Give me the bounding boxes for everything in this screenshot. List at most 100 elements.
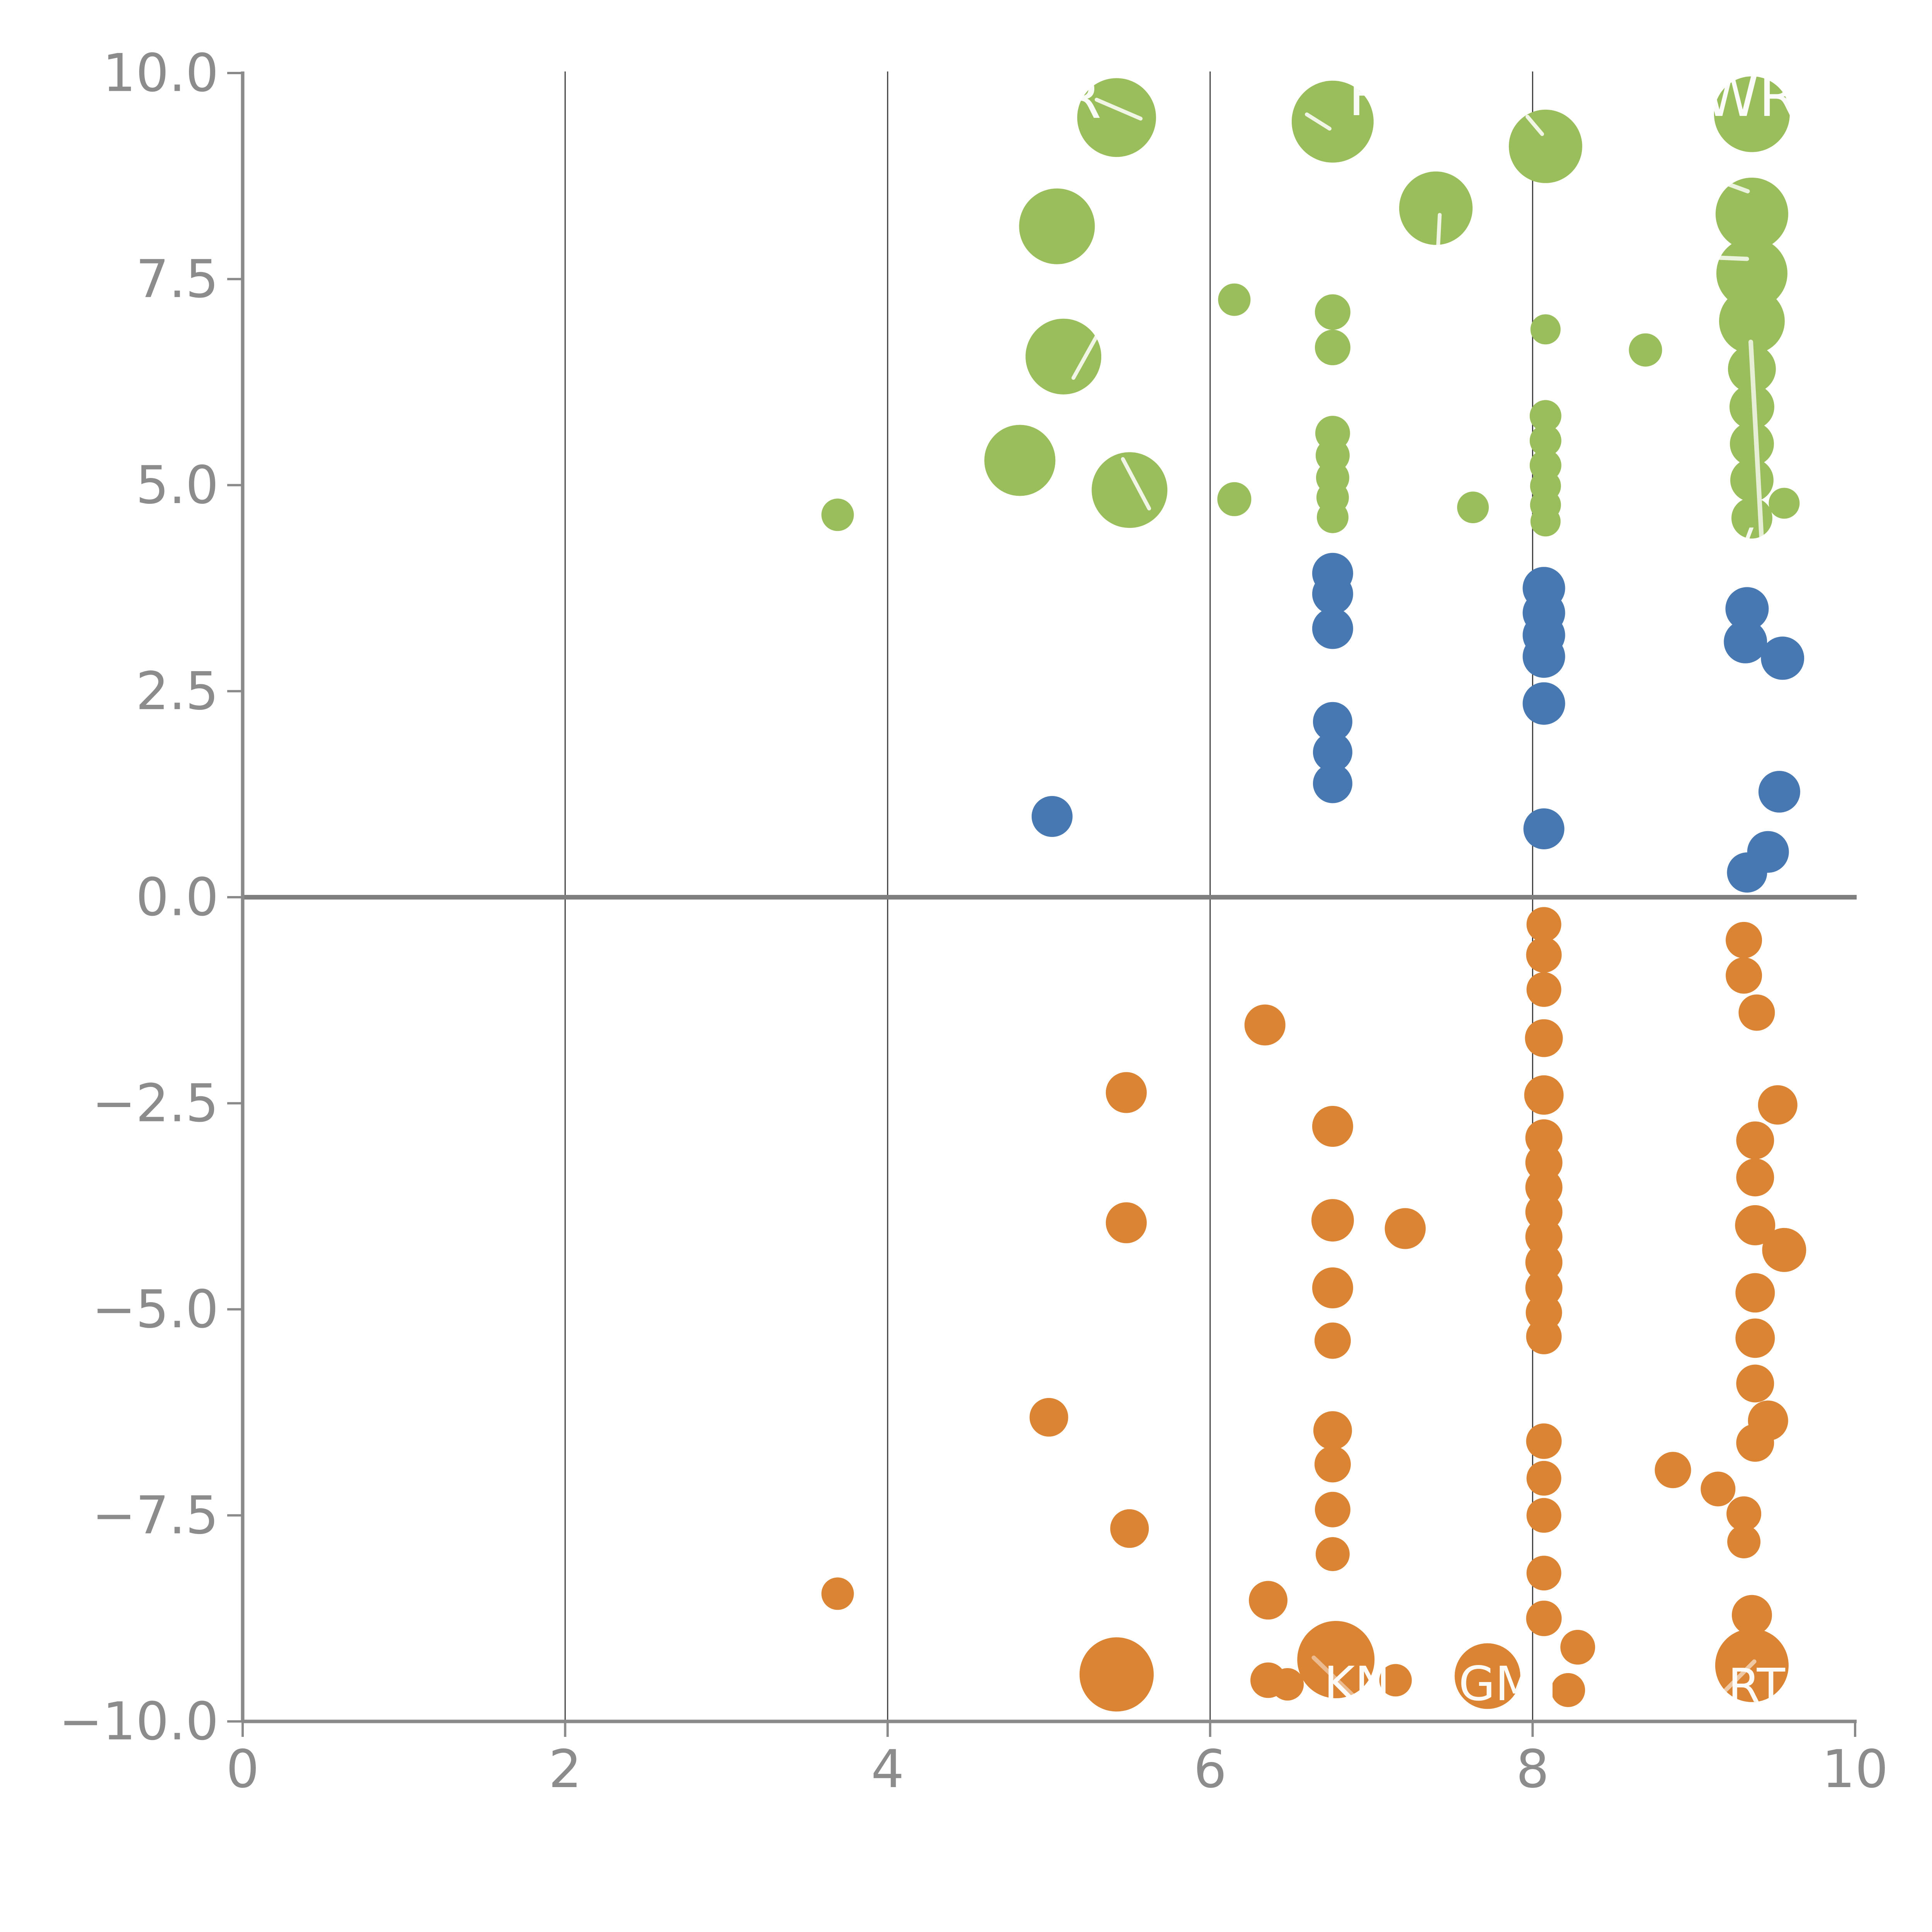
data-point-orange-negative — [1726, 922, 1762, 958]
x-tick-label: 10 — [1822, 1739, 1888, 1799]
data-point-orange-negative — [1526, 1318, 1562, 1354]
data-point-orange-negative — [1758, 1085, 1798, 1125]
data-point-orange-negative — [1105, 1202, 1147, 1243]
data-point-orange-negative — [1384, 1208, 1426, 1249]
y-tick-label: 5.0 — [136, 455, 219, 515]
y-tick-label: −2.5 — [92, 1073, 219, 1134]
data-point-orange-negative — [1526, 1461, 1561, 1496]
bubble-labels: R F WRX SV KN GMT RT — [1063, 63, 1836, 1713]
data-point-orange-negative — [1311, 1199, 1354, 1242]
data-point-orange-negative — [1735, 1205, 1776, 1245]
bubble-stroke-fragment — [1690, 254, 1749, 261]
data-point-blue-mid — [1758, 771, 1800, 813]
data-point-blue-mid — [1031, 796, 1073, 837]
data-point-blue-mid — [1727, 852, 1767, 893]
data-point-orange-negative — [1736, 1364, 1774, 1403]
y-tick-label: 0.0 — [136, 867, 219, 928]
bubble-stroke-fragment — [1305, 112, 1332, 131]
data-point-green-positive-large — [1529, 425, 1561, 457]
data-point-orange-negative — [1315, 1492, 1350, 1527]
data-point-orange-negative — [1526, 907, 1561, 942]
bubble-stroke-fragment — [1435, 213, 1442, 269]
series-orange-negative — [821, 907, 1806, 1712]
y-tick-label: −10.0 — [59, 1691, 219, 1752]
data-point-blue-mid — [1312, 573, 1353, 615]
data-point-blue-mid — [1724, 620, 1767, 663]
data-point-green-positive-large — [984, 425, 1056, 496]
bubble-stroke-fragment — [1121, 457, 1151, 510]
x-tick-label: 6 — [1194, 1739, 1227, 1799]
bubble-stroke-fragment — [1071, 329, 1102, 380]
data-point-green-positive-large — [1457, 492, 1489, 524]
data-point-green-positive-large — [1629, 333, 1662, 367]
data-point-orange-negative — [1525, 1243, 1563, 1281]
bubble-stroke-fragment — [1311, 1655, 1359, 1702]
data-point-orange-negative — [1736, 1424, 1774, 1462]
data-point-orange-negative — [1315, 1537, 1350, 1571]
data-point-green-positive-large — [1316, 501, 1349, 533]
bubble-label-fragment: RT — [1728, 1659, 1786, 1713]
data-point-orange-negative — [1526, 937, 1562, 973]
data-point-green-positive-large — [1730, 458, 1774, 502]
data-point-green-positive-large — [1509, 109, 1582, 183]
data-point-orange-negative — [1249, 1581, 1287, 1620]
data-point-orange-negative — [1105, 1072, 1147, 1113]
y-tick-label: 2.5 — [136, 661, 219, 721]
data-point-orange-negative — [1525, 1218, 1563, 1255]
data-point-green-positive-large — [1715, 177, 1788, 250]
bubble-label-fragment: KN — [1324, 1656, 1390, 1711]
data-point-orange-negative — [1314, 1446, 1351, 1483]
data-point-orange-negative — [1312, 1106, 1353, 1147]
data-point-orange-negative — [1701, 1471, 1736, 1507]
x-tick-label: 4 — [871, 1739, 904, 1799]
data-point-orange-negative — [821, 1577, 854, 1610]
data-point-orange-negative — [1271, 1668, 1304, 1701]
data-point-green-positive-large — [1218, 283, 1251, 316]
y-tick-label: −7.5 — [92, 1485, 219, 1546]
data-point-green-positive-large — [1730, 422, 1774, 466]
data-point-orange-negative — [1526, 972, 1561, 1007]
data-point-green-positive-large — [821, 498, 854, 531]
data-point-blue-mid — [1522, 635, 1565, 678]
data-point-blue-mid — [1312, 608, 1353, 649]
x-axis: 0 2 4 6 8 10 — [226, 1719, 1888, 1799]
data-point-orange-negative — [1244, 1004, 1286, 1046]
data-point-green-positive-large — [1092, 452, 1168, 528]
data-point-orange-negative — [1526, 1600, 1562, 1636]
data-point-green-positive-large — [1530, 314, 1561, 345]
data-point-orange-negative — [1314, 1322, 1351, 1359]
data-point-orange-negative — [1738, 994, 1775, 1031]
data-point-green-positive-large — [1217, 482, 1252, 516]
y-axis: 10.0 7.5 5.0 2.5 0.0 −2.5 −5.0 −7.5 −10.0 — [59, 43, 245, 1752]
x-tick-label: 8 — [1516, 1739, 1549, 1799]
data-point-orange-negative — [1551, 1673, 1585, 1707]
y-tick-label: 10.0 — [102, 43, 219, 104]
y-tick-label: 7.5 — [136, 249, 219, 310]
data-point-green-positive-large — [1719, 288, 1785, 354]
data-point-blue-mid — [1313, 702, 1352, 742]
bubble-stroke-fragments — [1071, 98, 1765, 1702]
series-green-positive-large — [821, 76, 1800, 539]
data-point-orange-negative — [1736, 1158, 1774, 1197]
data-point-green-positive-large — [1714, 76, 1790, 152]
bubble-stroke-fragment — [1748, 340, 1765, 555]
bubble-stroke-fragment — [1095, 98, 1143, 121]
data-point-orange-negative — [1731, 1595, 1772, 1635]
data-point-green-positive-large — [1729, 384, 1774, 429]
data-point-green-positive-large — [1769, 488, 1800, 519]
data-point-orange-negative — [1735, 1318, 1775, 1358]
data-point-orange-negative — [1110, 1509, 1149, 1548]
bubble-stroke-fragment — [1526, 115, 1544, 136]
data-point-orange-negative — [1524, 1075, 1564, 1115]
x-tick-label: 2 — [549, 1739, 582, 1799]
data-point-orange-negative — [1079, 1637, 1154, 1712]
data-point-orange-negative — [1726, 1496, 1762, 1531]
data-point-orange-negative — [1312, 1267, 1353, 1308]
data-point-green-positive-large — [1291, 80, 1374, 163]
data-point-orange-negative — [1526, 1498, 1561, 1533]
data-point-green-positive-large — [1530, 506, 1561, 537]
data-point-orange-negative — [1560, 1630, 1595, 1665]
data-point-orange-negative — [1454, 1643, 1520, 1709]
